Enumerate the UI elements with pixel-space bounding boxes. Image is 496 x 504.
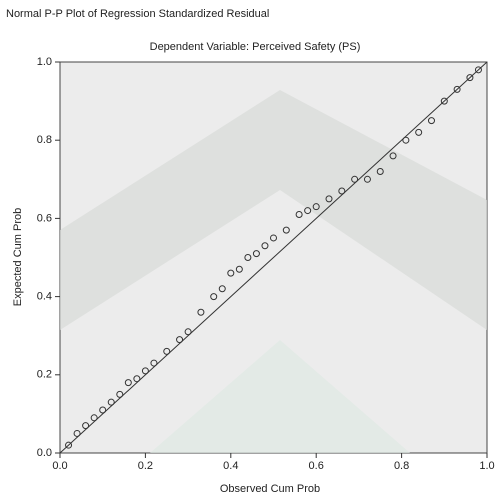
point [304,207,312,215]
point [99,406,107,414]
watermark [60,90,487,330]
point [351,175,359,183]
point [176,336,184,344]
point [141,367,149,375]
point [65,441,73,449]
point [197,308,205,316]
y-tick-label: 0.6 [37,212,52,224]
chart-subtitle: Dependent Variable: Perceived Safety (PS… [150,41,361,53]
point [82,422,90,430]
point [90,414,98,422]
point [312,203,320,211]
point [427,117,435,125]
point [244,254,252,261]
point [453,85,461,93]
point [210,293,218,301]
reference-line [59,61,488,454]
y-tick-label: 0.4 [37,291,52,303]
point [338,187,346,195]
point [184,328,192,336]
point [282,226,290,234]
point [261,242,269,250]
y-tick-label: 0.8 [37,134,52,146]
point [325,195,333,203]
watermark [150,340,410,453]
y-tick-label: 1.0 [37,56,52,68]
x-tick-label: 0.4 [223,460,238,472]
x-tick-label: 0.8 [394,460,409,472]
point [252,250,260,258]
y-tick-label: 0.0 [37,447,52,459]
point [73,429,81,437]
y-axis-label: Expected Cum Prob [12,208,24,306]
point [235,265,243,273]
point [133,375,141,383]
point [270,234,277,242]
point [124,379,132,387]
point [376,167,384,175]
point [402,136,410,144]
point [218,285,226,293]
x-tick-label: 0.0 [52,460,67,472]
point [440,97,448,105]
point [389,152,397,160]
point [295,210,303,218]
point [107,398,115,406]
point [163,347,171,355]
point [227,269,235,277]
point [116,390,124,398]
point [415,128,423,136]
point [474,66,482,74]
x-tick-label: 1.0 [479,460,494,472]
point [363,175,371,183]
x-tick-label: 0.2 [138,460,153,472]
x-tick-label: 0.6 [309,460,324,472]
y-tick-label: 0.2 [37,369,52,381]
point [466,74,474,82]
x-axis-label: Observed Cum Prob [220,483,320,495]
point [150,359,158,367]
chart-title: Normal P-P Plot of Regression Standardiz… [6,8,269,20]
